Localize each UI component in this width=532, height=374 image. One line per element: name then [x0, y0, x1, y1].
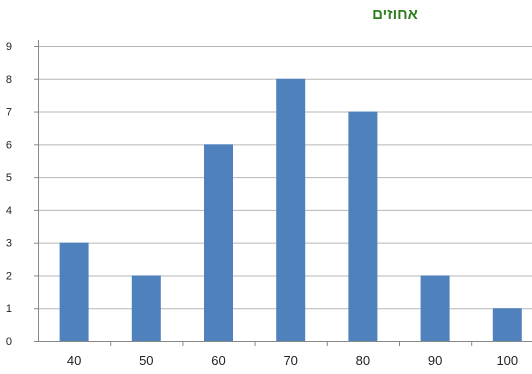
x-tick-label: 40: [67, 353, 81, 368]
chart-title: אחוזים: [372, 6, 418, 23]
x-tick-labels: 40 50 60 70 80 90 100: [67, 353, 518, 368]
x-tick-label: 90: [428, 353, 442, 368]
y-tick-label: 9: [6, 41, 12, 53]
y-tick-label: 6: [6, 139, 12, 151]
bar: [204, 144, 233, 341]
y-tick-labels: 0 1 2 3 4 5 6 7 8 9: [6, 41, 12, 348]
y-tick-label: 2: [6, 270, 12, 282]
y-tick-label: 1: [6, 303, 12, 315]
bar: [59, 242, 89, 341]
y-tick-label: 0: [6, 336, 12, 348]
y-tick-label: 7: [6, 107, 12, 119]
bar: [276, 78, 306, 342]
bar: [348, 111, 378, 341]
y-tick-label: 3: [6, 238, 12, 250]
x-tick-label: 80: [356, 353, 370, 368]
bar: [131, 275, 161, 341]
bar: [492, 308, 522, 341]
bars: [59, 78, 522, 342]
x-tick-label: 70: [283, 353, 297, 368]
bar: [420, 275, 450, 341]
y-tick-label: 5: [6, 172, 12, 184]
y-tick-label: 4: [6, 205, 12, 217]
x-tick-label: 60: [211, 353, 225, 368]
y-tick-label: 8: [6, 74, 12, 86]
axes: [34, 40, 532, 346]
x-tick-label: 50: [139, 353, 153, 368]
x-tick-label: 100: [496, 353, 518, 368]
